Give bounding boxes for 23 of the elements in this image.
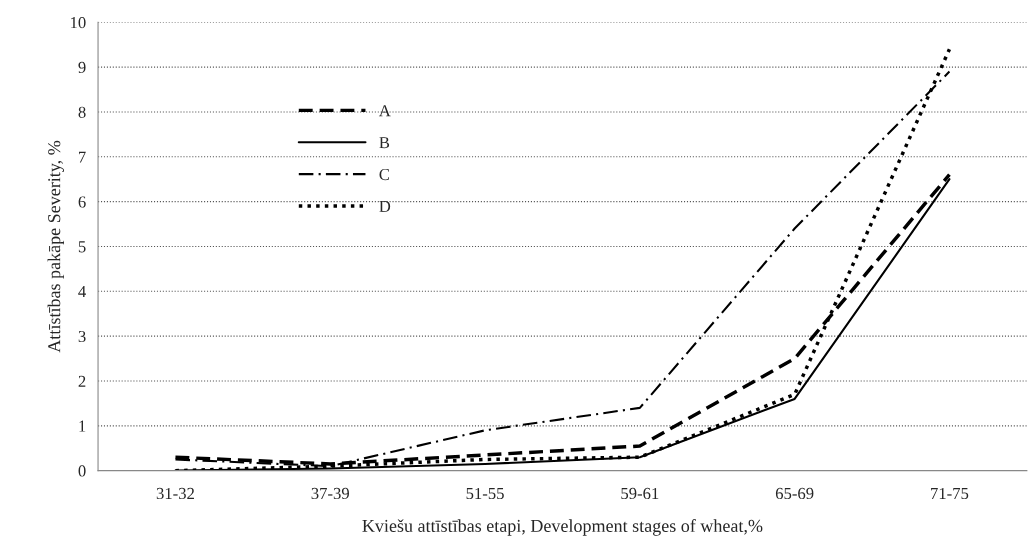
x-tick-label: 31-32 — [156, 487, 194, 500]
x-tick-label: 51-55 — [466, 487, 504, 500]
y-tick-label: 6 — [78, 196, 86, 208]
y-tick-label: 10 — [71, 16, 86, 29]
y-tick-label: 0 — [78, 465, 86, 477]
legend-label: C — [379, 168, 389, 181]
x-tick-label: 71-75 — [931, 487, 969, 500]
x-tick-label: 37-39 — [311, 487, 349, 500]
legend-label: B — [379, 137, 390, 149]
y-tick-label: 4 — [78, 286, 86, 298]
x-tick-label: 65-69 — [775, 487, 814, 500]
y-tick-label: 3 — [78, 330, 86, 343]
y-tick-label: 9 — [78, 61, 86, 74]
y-tick-label: 7 — [79, 151, 86, 163]
x-axis-title: Kviešu attīstības etapi, Development stages of wheat,% — [362, 519, 763, 536]
y-tick-label: 1 — [79, 420, 86, 432]
legend-label: D — [379, 200, 391, 212]
y-tick-label: 5 — [78, 241, 86, 253]
legend-label: A — [378, 105, 391, 117]
x-tick-label: 59-61 — [621, 487, 659, 500]
y-tick-label: 8 — [78, 106, 86, 118]
y-tick-label: 2 — [78, 375, 86, 387]
y-axis-title: Attīstības pakāpe Severity, % — [47, 140, 65, 353]
